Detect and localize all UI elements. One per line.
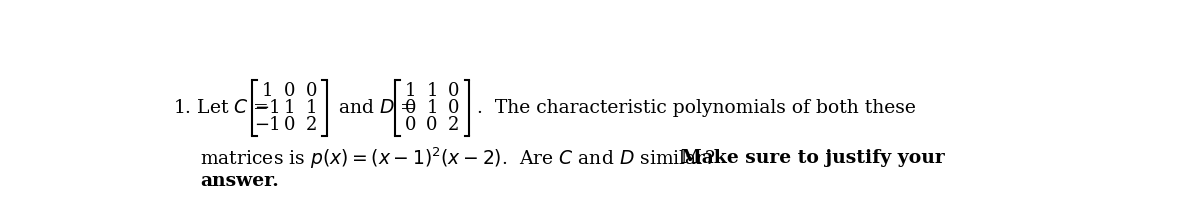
Text: 1: 1 bbox=[404, 82, 416, 100]
Text: −1: −1 bbox=[254, 116, 281, 134]
Text: 1: 1 bbox=[283, 99, 295, 117]
Text: 0: 0 bbox=[426, 116, 438, 134]
Text: matrices is $p(x) = (x-1)^{2}(x-2)$.  Are $C$ and $D$ similar?: matrices is $p(x) = (x-1)^{2}(x-2)$. Are… bbox=[200, 146, 724, 171]
Text: 2: 2 bbox=[306, 116, 317, 134]
Text: 0: 0 bbox=[448, 82, 460, 100]
Text: 0: 0 bbox=[283, 116, 295, 134]
Text: 0: 0 bbox=[448, 99, 460, 117]
Text: 0: 0 bbox=[404, 116, 416, 134]
Text: 1: 1 bbox=[262, 82, 274, 100]
Text: 1: 1 bbox=[426, 82, 438, 100]
Text: 2: 2 bbox=[448, 116, 460, 134]
Text: 0: 0 bbox=[283, 82, 295, 100]
Text: 1. Let $C$ =: 1. Let $C$ = bbox=[173, 99, 269, 117]
Text: answer.: answer. bbox=[200, 172, 280, 190]
Text: .  The characteristic polynomials of both these: . The characteristic polynomials of both… bbox=[478, 99, 916, 117]
Text: 1: 1 bbox=[426, 99, 438, 117]
Text: 1: 1 bbox=[306, 99, 317, 117]
Text: 0: 0 bbox=[306, 82, 317, 100]
Text: 0: 0 bbox=[404, 99, 416, 117]
Text: and $D$ =: and $D$ = bbox=[337, 99, 415, 117]
Text: Make sure to justify your: Make sure to justify your bbox=[680, 149, 944, 167]
Text: −1: −1 bbox=[254, 99, 281, 117]
